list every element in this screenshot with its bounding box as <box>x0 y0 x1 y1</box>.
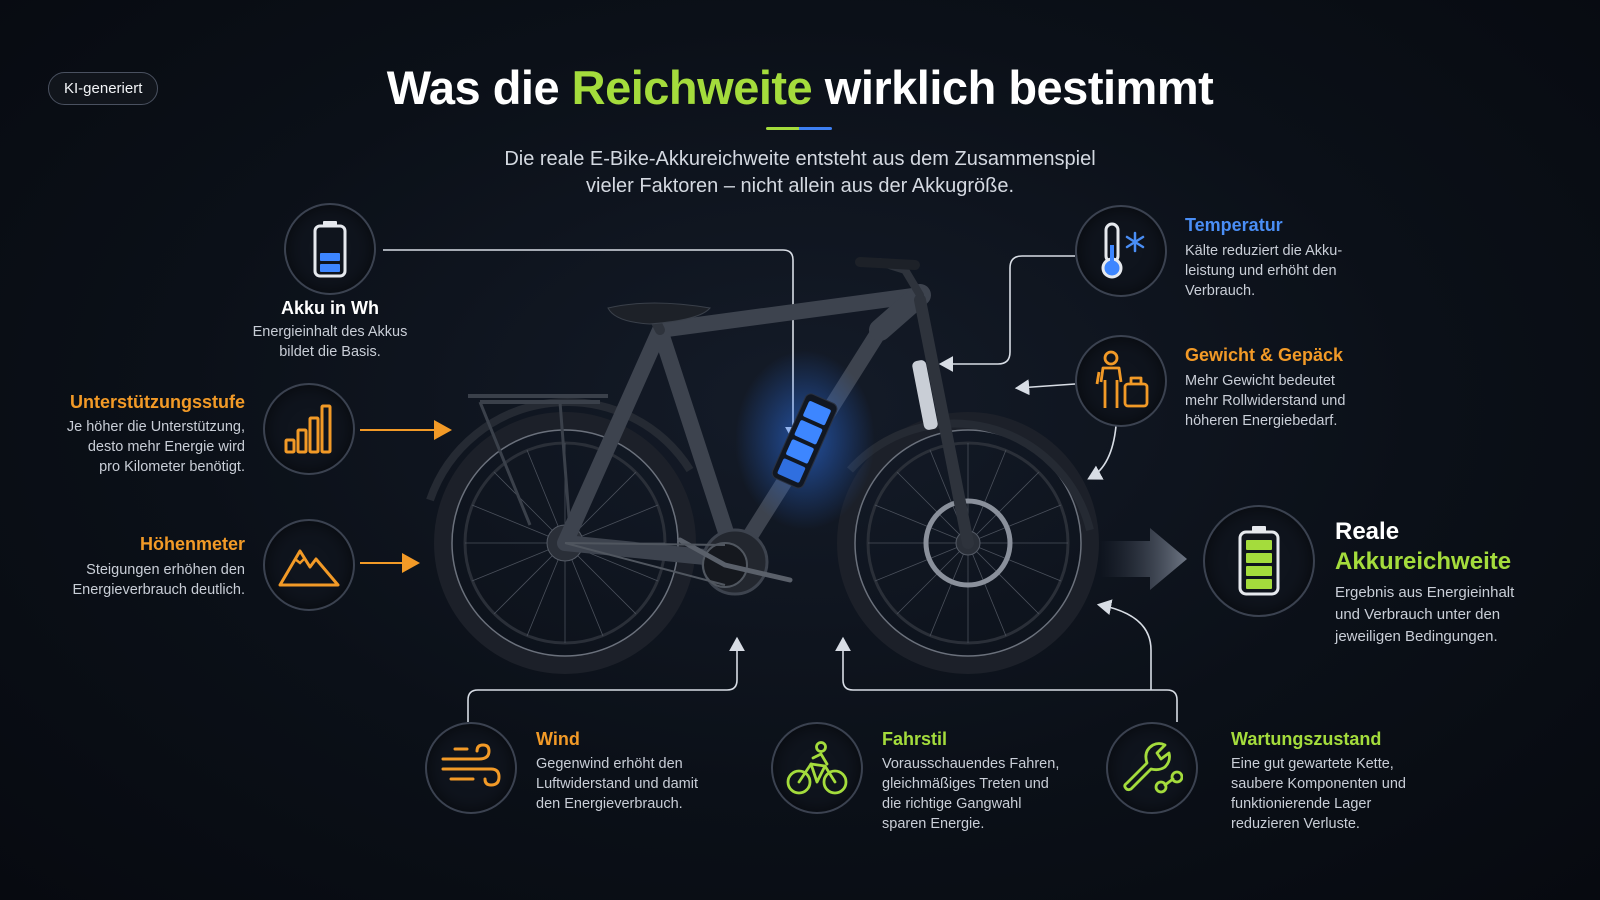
akku-circle <box>284 203 376 295</box>
subtitle-line-2: vieler Faktoren – nicht allein aus der A… <box>586 175 1014 197</box>
hoehenmeter-description: Steigungen erhöhen den Energieverbrauch … <box>20 560 246 600</box>
handlebar <box>855 257 920 270</box>
result-desc-line: jeweiligen Bedingungen. <box>1335 628 1498 645</box>
signal-bars-icon <box>284 404 332 454</box>
wind-icon <box>441 743 501 787</box>
connector-akku <box>383 249 801 442</box>
result-desc-line: und Verbrauch unter den <box>1335 606 1501 623</box>
person-luggage-icon <box>1095 350 1149 408</box>
title-part-1: Was die <box>386 61 572 114</box>
akku-desc-line: Energieinhalt des Akkus <box>252 324 408 340</box>
mountain-icon <box>278 549 340 587</box>
gewicht-desc-line: höheren Energiebedarf. <box>1185 413 1338 429</box>
akku-description: Energieinhalt des Akkus bildet die Basis… <box>230 322 430 362</box>
unterstuetzung-desc-line: Je höher die Unterstützung, <box>66 419 245 435</box>
fahrstil-desc-line: die richtige Gangwahl <box>882 796 1022 812</box>
orange-arrows <box>360 420 452 573</box>
connector-temperatur <box>938 255 1075 372</box>
result-title-line-2: Akkureichweite <box>1335 548 1512 575</box>
hoehenmeter-title: Höhenmeter <box>139 534 245 554</box>
cyclist-icon <box>786 741 848 795</box>
e-bike <box>426 257 1099 674</box>
wartung-desc-line: reduzieren Verluste. <box>1231 816 1360 832</box>
unterstuetzung-desc-line: desto mehr Energie wird <box>87 439 245 455</box>
fahrstil-desc-line: sparen Energie. <box>882 816 985 832</box>
connector-wind <box>467 636 745 722</box>
fahrstil-desc-line: gleichmäßiges Treten und <box>882 776 1049 792</box>
result-title-line-1: Reale <box>1335 518 1400 545</box>
result-arrow <box>1100 528 1187 590</box>
akku-desc-line: bildet die Basis. <box>279 344 381 360</box>
fahrstil-desc-line: Vorausschauendes Fahren, <box>882 756 1060 772</box>
fahrstil-title: Fahrstil <box>882 729 948 749</box>
wind-desc-line: Gegenwind erhöht den <box>536 756 683 772</box>
gewicht-title: Gewicht & Gepäck <box>1185 345 1344 365</box>
gewicht-desc-line: Mehr Gewicht bedeutet <box>1185 373 1335 389</box>
wartung-circle <box>1106 722 1198 814</box>
hoehenmeter-desc-line: Energieverbrauch deutlich. <box>72 582 246 598</box>
wind-desc-line: Luftwiderstand und damit <box>536 776 699 792</box>
title-part-2: wirklich bestimmt <box>812 61 1214 114</box>
hoehenmeter-desc-line: Steigungen erhöhen den <box>86 562 245 578</box>
unterstuetzung-title: Unterstützungsstufe <box>70 392 245 412</box>
connector-wartung <box>1096 599 1152 690</box>
hoehenmeter-circle <box>263 519 355 611</box>
saddle <box>607 302 711 325</box>
fahrstil-description: Vorausschauendes Fahren, gleichmäßiges T… <box>882 754 1122 834</box>
ai-generated-badge: KI-generiert <box>48 72 159 105</box>
subtitle-line-1: Die reale E-Bike-Akkureichweite entsteht… <box>504 148 1096 170</box>
temperatur-description: Kälte reduziert die Akku- leistung und e… <box>1185 241 1445 301</box>
full-battery-icon <box>1238 526 1280 596</box>
connector-lines <box>383 249 1178 722</box>
temperatur-desc-line: leistung und erhöht den <box>1185 263 1337 279</box>
temperatur-desc-line: Verbrauch. <box>1185 283 1256 299</box>
result-desc-line: Ergebnis aus Energieinhalt <box>1335 584 1515 601</box>
wartung-desc-line: funktionierende Lager <box>1231 796 1372 812</box>
fahrstil-circle <box>771 722 863 814</box>
wartung-title: Wartungszustand <box>1231 729 1382 749</box>
result-description: Ergebnis aus Energieinhalt und Verbrauch… <box>1335 582 1595 648</box>
wind-description: Gegenwind erhöht den Luftwiderstand und … <box>536 754 756 814</box>
unterstuetzung-circle <box>263 383 355 475</box>
temperatur-circle <box>1075 205 1167 297</box>
wind-circle <box>425 722 517 814</box>
connector-fahrstil <box>835 636 1178 722</box>
gewicht-desc-line: mehr Rollwiderstand und <box>1185 393 1346 409</box>
wartung-desc-line: saubere Komponenten und <box>1231 776 1406 792</box>
temperatur-title: Temperatur <box>1185 215 1283 235</box>
page-title: Was die Reichweite wirklich bestimmt <box>0 60 1600 115</box>
title-highlight: Reichweite <box>571 61 813 114</box>
result-circle <box>1203 505 1315 617</box>
battery-icon <box>313 221 347 278</box>
akku-title: Akku in Wh <box>281 298 379 318</box>
wartung-desc-line: Eine gut gewartete Kette, <box>1231 756 1394 772</box>
connector-gewicht-1 <box>1014 379 1076 396</box>
wind-desc-line: den Energieverbrauch. <box>536 796 683 812</box>
gewicht-description: Mehr Gewicht bedeutet mehr Rollwiderstan… <box>1185 371 1445 431</box>
gewicht-circle <box>1075 335 1167 427</box>
wrench-chain-icon <box>1123 742 1183 794</box>
thermometer-snowflake-icon <box>1101 222 1145 279</box>
bike-battery-glow <box>771 393 838 489</box>
unterstuetzung-desc-line: pro Kilometer benötigt. <box>99 459 245 475</box>
unterstuetzung-description: Je höher die Unterstützung, desto mehr E… <box>20 417 245 477</box>
temperatur-desc-line: Kälte reduziert die Akku- <box>1185 243 1343 259</box>
title-underline <box>766 127 832 130</box>
subtitle: Die reale E-Bike-Akkureichweite entsteht… <box>400 146 1200 200</box>
wind-title: Wind <box>536 729 580 749</box>
wartung-description: Eine gut gewartete Kette, saubere Kompon… <box>1231 754 1491 834</box>
connector-gewicht-2 <box>1087 425 1117 480</box>
